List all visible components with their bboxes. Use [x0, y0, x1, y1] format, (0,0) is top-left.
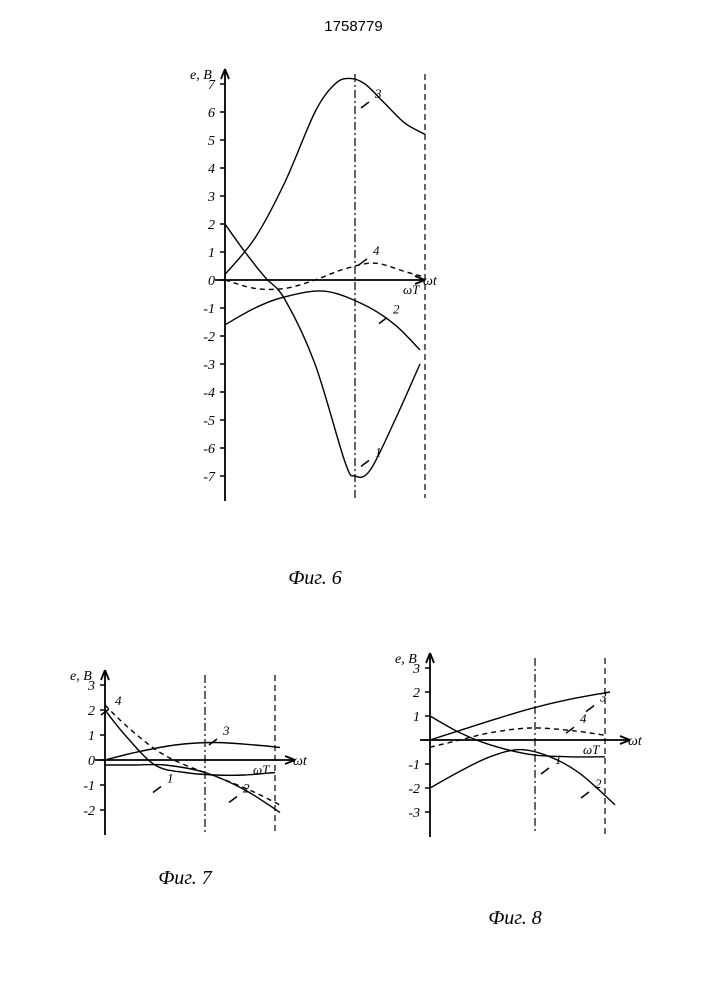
- svg-text:ωt: ωt: [628, 734, 643, 749]
- fig7-caption: Фиг. 7: [60, 867, 310, 890]
- svg-text:5: 5: [208, 134, 215, 149]
- svg-text:-6: -6: [203, 442, 215, 457]
- fig7-svg: -2-10123e, BωtωT1234: [60, 640, 310, 860]
- page-number: 1758779: [324, 18, 382, 35]
- svg-text:1: 1: [167, 771, 174, 786]
- figure-7: -2-10123e, BωtωT1234 Фиг. 7: [60, 640, 310, 890]
- svg-text:2: 2: [595, 776, 602, 791]
- svg-text:3: 3: [599, 690, 607, 705]
- svg-text:2: 2: [413, 686, 420, 701]
- svg-text:1: 1: [413, 710, 420, 725]
- svg-text:ωt: ωt: [293, 754, 308, 769]
- svg-text:ωt: ωt: [423, 274, 438, 289]
- figure-6: -7-6-5-4-3-2-101234567e, BωtωT1234 Фиг. …: [170, 50, 460, 590]
- svg-text:-3: -3: [408, 806, 420, 821]
- svg-text:3: 3: [207, 190, 215, 205]
- svg-text:3: 3: [374, 86, 382, 101]
- svg-text:e, B: e, B: [190, 68, 212, 83]
- svg-text:6: 6: [208, 106, 215, 121]
- svg-text:2: 2: [243, 781, 250, 796]
- fig8-svg: -3-2-1123e, BωtωT1234: [380, 640, 650, 880]
- fig8-caption: Фиг. 8: [380, 907, 650, 930]
- svg-text:-4: -4: [203, 386, 215, 401]
- fig6-svg: -7-6-5-4-3-2-101234567e, BωtωT1234: [170, 50, 460, 560]
- svg-text:2: 2: [208, 218, 215, 233]
- svg-text:4: 4: [115, 693, 122, 708]
- svg-text:1: 1: [555, 752, 562, 767]
- svg-text:1: 1: [88, 729, 95, 744]
- svg-text:1: 1: [208, 246, 215, 261]
- fig6-caption: Фиг. 6: [170, 567, 460, 590]
- svg-text:ωT: ωT: [583, 742, 600, 757]
- svg-text:-5: -5: [203, 414, 215, 429]
- svg-text:3: 3: [222, 723, 230, 738]
- svg-text:0: 0: [88, 754, 95, 769]
- svg-text:4: 4: [373, 243, 380, 258]
- svg-text:-7: -7: [203, 470, 216, 485]
- svg-text:1: 1: [375, 444, 382, 459]
- svg-text:-1: -1: [408, 758, 420, 773]
- svg-text:e, B: e, B: [395, 652, 417, 667]
- svg-text:ωT: ωT: [403, 282, 420, 297]
- svg-text:-2: -2: [83, 804, 95, 819]
- svg-text:2: 2: [393, 302, 400, 317]
- figure-8: -3-2-1123e, BωtωT1234 Фиг. 8: [380, 640, 650, 930]
- svg-text:4: 4: [580, 711, 587, 726]
- svg-text:4: 4: [208, 162, 215, 177]
- svg-text:e, B: e, B: [70, 669, 92, 684]
- svg-text:0: 0: [208, 274, 215, 289]
- svg-text:2: 2: [88, 704, 95, 719]
- svg-text:-1: -1: [203, 302, 215, 317]
- svg-text:-3: -3: [203, 358, 215, 373]
- svg-text:-1: -1: [83, 779, 95, 794]
- svg-text:-2: -2: [408, 782, 420, 797]
- svg-text:-2: -2: [203, 330, 215, 345]
